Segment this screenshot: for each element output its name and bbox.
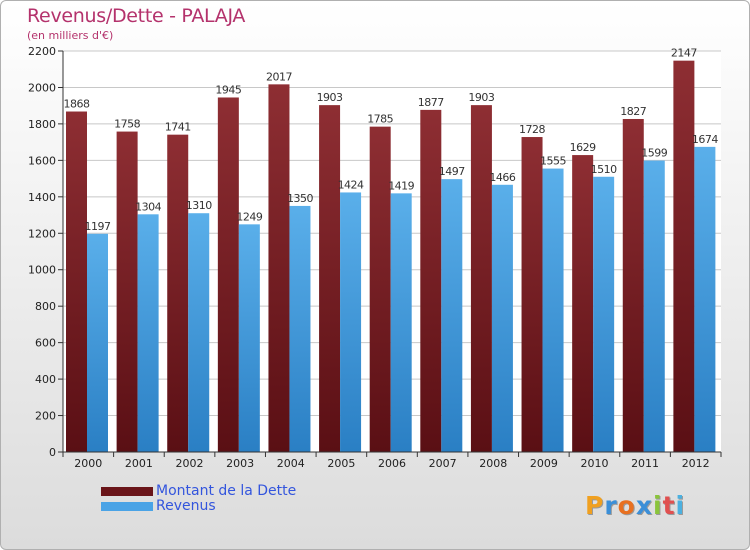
x-tick-label: 2012: [682, 457, 710, 470]
logo-letter: P: [585, 491, 605, 520]
bar-revenus: [289, 205, 311, 452]
x-tick-label: 2004: [277, 457, 305, 470]
bar-dette: [470, 105, 492, 452]
bar-dette: [319, 105, 341, 452]
bar-revenus: [238, 224, 260, 452]
x-tick-label: 2005: [327, 457, 355, 470]
bar-dette: [420, 109, 442, 453]
bar-dette: [167, 134, 189, 452]
data-label: 1903: [317, 91, 343, 104]
bar-revenus: [87, 233, 108, 452]
y-tick-label: 1800: [28, 118, 56, 131]
y-tick-label: 2200: [28, 45, 56, 58]
y-tick-label: 400: [35, 373, 56, 386]
bar-revenus: [542, 168, 564, 452]
data-label: 1903: [468, 91, 494, 104]
x-tick-label: 2002: [176, 457, 204, 470]
bar-revenus: [491, 184, 513, 452]
data-label: 1510: [591, 163, 617, 176]
bar-revenus: [188, 213, 210, 452]
bar-dette: [268, 84, 290, 453]
data-label: 2147: [671, 47, 697, 60]
data-label: 1758: [114, 118, 140, 131]
data-label: 1197: [85, 220, 111, 233]
data-label: 1741: [165, 121, 191, 134]
bar-revenus: [137, 214, 159, 452]
logo-letter: o: [617, 491, 636, 520]
legend-swatch-dette: [101, 487, 153, 496]
logo-letter: r: [604, 491, 618, 520]
x-tick-label: 2010: [580, 457, 608, 470]
logo-letter: i: [653, 491, 663, 520]
legend-swatch-revenus: [101, 502, 153, 511]
bar-dette: [622, 118, 644, 452]
y-tick-label: 0: [49, 446, 56, 459]
data-label: 1785: [367, 113, 393, 126]
x-tick-label: 2003: [226, 457, 254, 470]
y-tick-label: 1000: [28, 264, 56, 277]
x-axis: 2000 2001 2002 2003 2004 2005 2006 2007 2008 2009…: [62, 451, 722, 470]
x-tick-label: 2000: [74, 457, 102, 470]
chart-subtitle: (en milliers d'€): [27, 29, 114, 42]
bar-revenus: [643, 160, 665, 453]
bar-revenus: [441, 179, 463, 452]
proxiti-logo: Proxiti: [585, 491, 685, 520]
y-tick-label: 1600: [28, 154, 56, 167]
bar-dette: [66, 111, 87, 453]
data-label: 1599: [641, 147, 667, 160]
data-label: 1466: [489, 171, 515, 184]
data-label: 1629: [570, 141, 596, 154]
bar-revenus: [694, 146, 716, 452]
logo-letter: x: [635, 491, 653, 520]
data-label: 1674: [692, 133, 718, 146]
bar-revenus: [593, 176, 615, 452]
y-tick-label: 2000: [28, 81, 56, 94]
data-label: 1310: [186, 199, 212, 212]
x-tick-label: 2009: [530, 457, 558, 470]
data-label: 1350: [287, 192, 313, 205]
legend-label-revenus: Revenus: [156, 498, 216, 514]
logo-letter: i: [675, 491, 686, 520]
x-tick-label: 2006: [378, 457, 406, 470]
data-label: 1868: [64, 98, 90, 111]
y-tick-label: 800: [35, 300, 56, 313]
y-axis: 0 200 400 600 800 1000 1200 1400 1600 1800 2000 220…: [28, 45, 64, 459]
data-label: 1728: [519, 123, 545, 136]
bar-dette: [217, 97, 239, 452]
data-label: 1555: [540, 155, 566, 168]
data-label: 1945: [215, 83, 241, 96]
bar-dette: [369, 126, 391, 452]
data-label: 1419: [388, 179, 414, 192]
data-label: 1497: [439, 165, 465, 178]
data-label: 1249: [236, 210, 262, 223]
bar-revenus: [340, 192, 362, 452]
bar-dette: [521, 137, 543, 453]
x-tick-label: 2011: [631, 457, 659, 470]
bar-dette: [116, 131, 138, 452]
x-tick-label: 2008: [479, 457, 507, 470]
x-tick-label: 2007: [429, 457, 457, 470]
data-label: 1304: [135, 200, 161, 213]
bar-dette: [572, 155, 594, 452]
y-tick-label: 1200: [28, 227, 56, 240]
bar-revenus: [390, 193, 412, 453]
bar-dette: [673, 60, 695, 452]
y-tick-label: 200: [35, 410, 56, 423]
data-label: 1424: [338, 178, 364, 191]
chart-title: Revenus/Dette - PALAJA: [27, 5, 246, 27]
data-label: 1877: [418, 96, 444, 109]
y-tick-label: 1400: [28, 191, 56, 204]
x-tick-label: 2001: [125, 457, 153, 470]
data-label: 2017: [266, 70, 292, 83]
y-tick-label: 600: [35, 337, 56, 350]
data-label: 1827: [620, 105, 646, 118]
logo-letter: t: [662, 491, 676, 520]
bars: 1868 1197 1758 1304 1741 1310 1945 1249 2017 1350…: [64, 47, 719, 453]
legend-label-dette: Montant de la Dette: [156, 483, 297, 499]
